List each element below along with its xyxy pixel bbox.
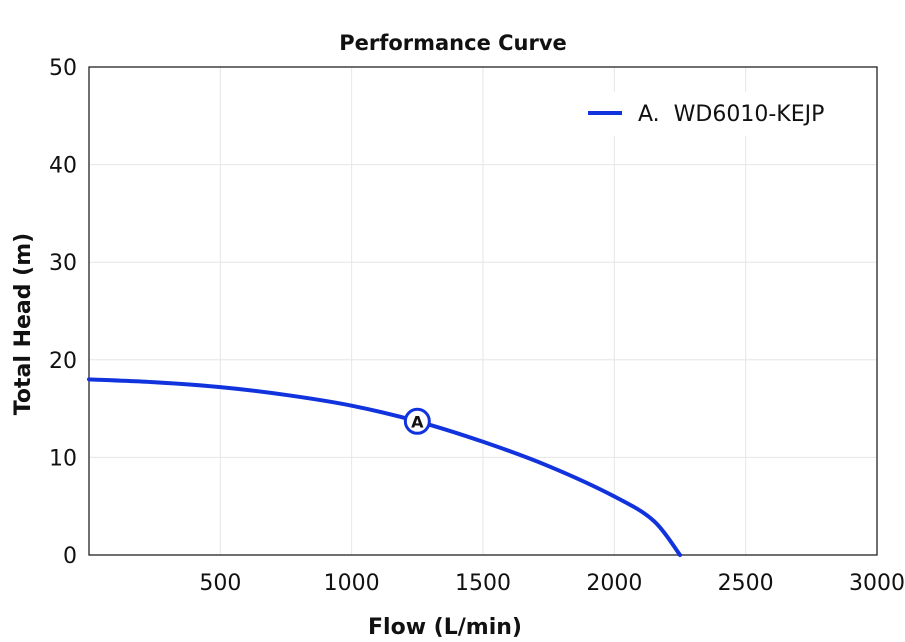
legend-entry: A. WD6010-KEJP	[638, 102, 824, 127]
grid	[89, 67, 878, 555]
legend: A. WD6010-KEJP	[582, 92, 840, 136]
x-tick-label: 2500	[718, 571, 774, 596]
axis-ticks: 500 1000 1500 2000 2500 3000 0 10 20 30 40 50	[49, 56, 905, 596]
x-tick-label: 3000	[849, 571, 905, 596]
y-tick-label: 30	[49, 251, 77, 276]
x-tick-label: 2000	[586, 571, 642, 596]
x-tick-label: 500	[199, 571, 241, 596]
curve-marker	[403, 407, 431, 435]
y-tick-label: 40	[49, 154, 77, 179]
y-axis-label: Total Head (m)	[11, 233, 36, 415]
x-tick-label: 1000	[324, 571, 380, 596]
plot-area-border	[88, 66, 878, 556]
y-tick-label: 50	[49, 56, 77, 81]
x-tick-label: 1500	[455, 571, 511, 596]
y-tick-label: 0	[63, 544, 77, 569]
y-tick-label: 10	[49, 446, 77, 471]
y-tick-label: 20	[49, 349, 77, 374]
series-layer: A	[87, 377, 682, 557]
chart-title: Performance Curve	[339, 31, 567, 55]
series-line-wd6010-kejp	[87, 377, 682, 557]
legend-background	[582, 92, 840, 136]
x-axis-label: Flow (L/min)	[368, 615, 522, 640]
curve-marker-label: A	[411, 412, 424, 431]
